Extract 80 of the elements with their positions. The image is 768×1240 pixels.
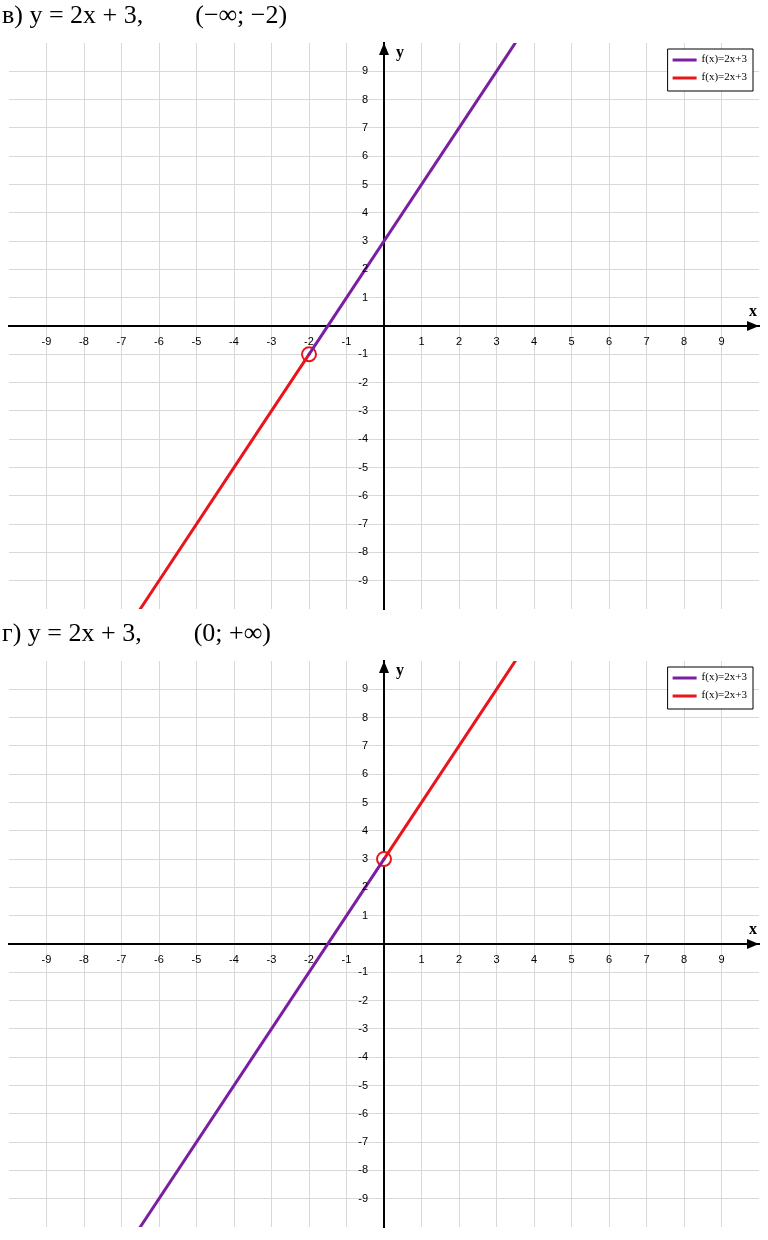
x-tick-label: 7	[643, 334, 650, 347]
y-tick-label: -3	[358, 403, 368, 416]
x-tick-label: -7	[116, 334, 127, 347]
x-tick-label: -4	[229, 952, 239, 965]
y-tick-label: 6	[361, 149, 368, 162]
x-tick-label: 1	[418, 952, 425, 965]
x-tick-label: -1	[341, 334, 352, 347]
y-tick-label: 5	[361, 795, 368, 808]
x-tick-label: 2	[455, 334, 463, 347]
x-tick-label: -8	[79, 952, 89, 965]
x-tick-label: -8	[79, 334, 89, 347]
y-tick-label: -3	[358, 1021, 368, 1034]
x-tick-label: 3	[493, 334, 500, 347]
chart-title: г) y = 2x + 3, (0; +∞)	[1, 618, 272, 649]
x-tick-label: 3	[493, 952, 500, 965]
x-tick-label: -4	[229, 334, 239, 347]
y-tick-label: -2	[358, 993, 368, 1006]
y-tick-label: -7	[358, 517, 368, 530]
x-tick-label: -3	[266, 952, 277, 965]
y-tick-label: 3	[361, 852, 368, 865]
x-tick-label: -6	[154, 334, 164, 347]
y-tick-label: 1	[361, 908, 368, 921]
y-tick-label: 8	[361, 92, 368, 105]
y-tick-label: -8	[358, 545, 368, 558]
x-tick-label: -2	[304, 334, 314, 347]
y-tick-label: -4	[358, 1050, 368, 1063]
y-tick-label: 1	[361, 290, 368, 303]
x-tick-label: 6	[605, 952, 613, 965]
y-tick-label: -4	[358, 432, 368, 445]
y-tick-label: -6	[358, 1106, 368, 1119]
legend-label: f(x)=2x+3	[701, 52, 748, 66]
x-tick-label: 2	[455, 952, 463, 965]
y-axis-title: y	[396, 43, 404, 62]
x-tick-label: -9	[41, 334, 52, 347]
y-tick-label: -9	[358, 573, 368, 586]
x-tick-label: -5	[191, 334, 202, 347]
y-tick-label: -2	[358, 375, 368, 388]
y-tick-label: -5	[358, 1078, 368, 1091]
y-tick-label: 9	[361, 64, 368, 77]
x-tick-label: 8	[680, 952, 688, 965]
y-tick-label: 4	[361, 205, 368, 218]
x-tick-label: 5	[568, 952, 575, 965]
x-tick-label: 8	[680, 334, 688, 347]
x-tick-label: -5	[191, 952, 202, 965]
legend-label: f(x)=2x+3	[701, 70, 748, 84]
x-axis-title: x	[749, 302, 757, 320]
y-tick-label: 8	[361, 710, 368, 723]
y-tick-label: -8	[358, 1163, 368, 1176]
y-tick-label: -1	[358, 347, 368, 360]
y-axis-title: y	[396, 661, 404, 680]
x-tick-label: 9	[718, 334, 725, 347]
legend-label: f(x)=2x+3	[701, 688, 748, 702]
x-tick-label: -9	[41, 952, 52, 965]
y-tick-label: 7	[361, 738, 368, 751]
legend-label: f(x)=2x+3	[701, 670, 748, 684]
y-tick-label: 9	[361, 682, 368, 695]
x-tick-label: 4	[530, 334, 538, 347]
x-tick-label: -6	[154, 952, 164, 965]
y-tick-label: -1	[358, 965, 368, 978]
y-tick-label: 3	[361, 234, 368, 247]
x-tick-label: 4	[530, 952, 538, 965]
y-tick-label: 4	[361, 823, 368, 836]
x-tick-label: -7	[116, 952, 127, 965]
x-tick-label: 5	[568, 334, 575, 347]
x-tick-label: -2	[304, 952, 314, 965]
x-tick-label: -1	[341, 952, 352, 965]
y-tick-label: -5	[358, 460, 368, 473]
y-tick-label: 7	[361, 120, 368, 133]
y-tick-label: -7	[358, 1135, 368, 1148]
y-tick-label: -6	[358, 488, 368, 501]
x-axis-title: x	[749, 920, 757, 938]
x-tick-label: 6	[605, 334, 613, 347]
chart-title: в) y = 2x + 3, (−∞; −2)	[1, 0, 289, 31]
y-tick-label: 6	[361, 767, 368, 780]
x-tick-label: 7	[643, 952, 650, 965]
x-tick-label: 9	[718, 952, 725, 965]
x-tick-label: -3	[266, 334, 277, 347]
x-tick-label: 1	[418, 334, 425, 347]
y-tick-label: -9	[358, 1191, 368, 1204]
y-tick-label: 5	[361, 177, 368, 190]
